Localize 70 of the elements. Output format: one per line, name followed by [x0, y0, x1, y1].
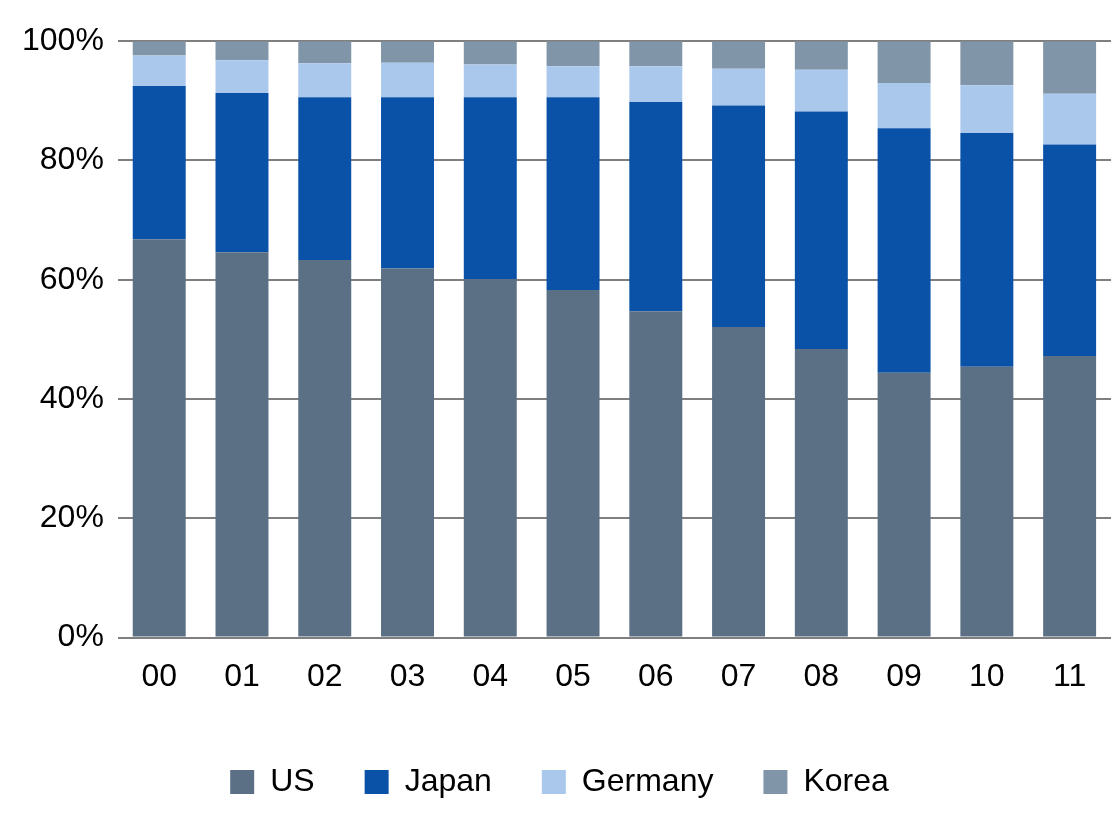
bar	[132, 41, 186, 56]
y-tick-label: 100%	[22, 21, 104, 58]
bar	[381, 97, 434, 269]
bar	[960, 133, 1014, 367]
bar	[629, 66, 683, 103]
bar	[1043, 356, 1097, 637]
bar	[712, 68, 766, 106]
bar	[546, 66, 600, 98]
bar	[877, 41, 931, 83]
bar	[298, 260, 352, 637]
bar	[381, 62, 434, 98]
bar	[712, 105, 766, 327]
y-tick-label: 20%	[39, 498, 104, 535]
bar	[463, 64, 517, 98]
y-tick-label: 80%	[39, 140, 104, 177]
y-tick-label: 40%	[39, 378, 104, 415]
bar	[1043, 144, 1097, 357]
bar	[1043, 41, 1097, 94]
x-tick-label: 02	[306, 656, 343, 693]
bar	[877, 82, 931, 129]
x-tick-label: 08	[803, 656, 840, 693]
legend-label: Korea	[803, 761, 890, 798]
x-tick-label: 07	[720, 656, 757, 693]
bar	[629, 41, 683, 67]
bar	[546, 289, 600, 637]
bar	[215, 41, 269, 61]
bar	[215, 60, 269, 94]
bar	[794, 111, 848, 349]
bar	[960, 41, 1014, 86]
bar	[629, 102, 683, 312]
bar	[298, 97, 352, 261]
x-tick-label: 03	[389, 656, 426, 693]
x-tick-label: 05	[555, 656, 591, 693]
y-tick-label: 60%	[39, 259, 104, 296]
bar	[381, 41, 434, 63]
bar	[794, 69, 848, 112]
bar	[794, 41, 848, 70]
bar	[463, 279, 517, 637]
bar	[215, 252, 269, 637]
bar	[132, 55, 186, 86]
bar	[877, 128, 931, 373]
bar	[215, 93, 269, 253]
bar	[794, 348, 848, 637]
bar	[960, 85, 1014, 134]
legend-label: Germany	[581, 761, 714, 798]
bar	[132, 239, 186, 637]
bar	[381, 268, 434, 637]
y-tick-label: 0%	[57, 617, 104, 654]
x-tick-label: 01	[224, 656, 260, 693]
legend-label: Japan	[404, 761, 492, 798]
bar	[877, 372, 931, 637]
bar	[629, 311, 683, 637]
bar	[463, 41, 517, 65]
bar	[712, 41, 766, 69]
bar	[463, 97, 517, 280]
x-tick-label: 09	[886, 656, 922, 693]
bar	[132, 85, 186, 240]
x-tick-label: 11	[1053, 656, 1087, 693]
bar	[298, 41, 352, 64]
bar	[546, 41, 600, 67]
x-tick-label: 06	[638, 656, 674, 693]
bar	[960, 366, 1014, 637]
bar	[298, 63, 352, 98]
bar	[712, 326, 766, 637]
x-tick-label: 00	[141, 656, 178, 693]
x-tick-label: 04	[472, 656, 509, 693]
bar	[1043, 93, 1097, 145]
bar	[546, 97, 600, 290]
x-tick-label: 10	[969, 656, 1005, 693]
legend-label: US	[270, 761, 315, 798]
